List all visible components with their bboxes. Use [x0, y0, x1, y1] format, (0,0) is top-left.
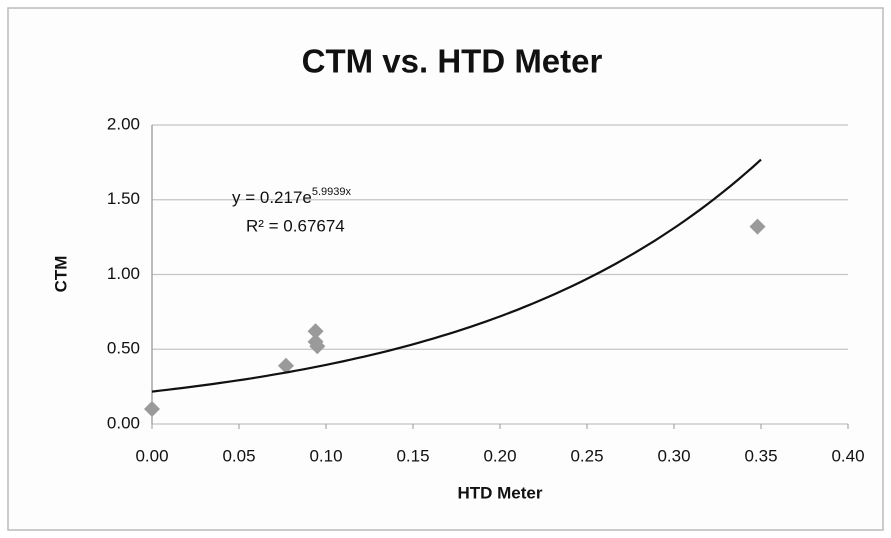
- data-point: [749, 218, 766, 235]
- trendline-equation: y = 0.217e5.9939x: [232, 186, 352, 208]
- equation-base: y = 0.217e: [232, 188, 312, 207]
- y-tick-label: 1.00: [107, 264, 140, 283]
- x-tick-label: 0.00: [135, 446, 168, 465]
- x-tick-label: 0.25: [570, 446, 603, 465]
- x-axis-label: HTD Meter: [457, 483, 542, 502]
- x-tick-label: 0.40: [831, 446, 864, 465]
- y-tick-label: 2.00: [107, 114, 140, 133]
- x-tick-label: 0.35: [744, 446, 777, 465]
- chart-border: [7, 7, 884, 531]
- x-tick-label: 0.30: [657, 446, 690, 465]
- x-tick-label: 0.15: [396, 446, 429, 465]
- trendline-r2: R² = 0.67674: [246, 216, 345, 235]
- x-tick-label: 0.10: [309, 446, 342, 465]
- x-tick-label: 0.05: [222, 446, 255, 465]
- data-point: [307, 323, 324, 340]
- data-point: [309, 338, 326, 355]
- y-tick-label: 0.00: [107, 413, 140, 432]
- chart-title: CTM vs. HTD Meter: [302, 43, 603, 80]
- y-tick-label: 1.50: [107, 189, 140, 208]
- y-axis-label: CTM: [51, 256, 70, 293]
- trendline: [151, 158, 762, 393]
- y-tick-label: 0.50: [107, 339, 140, 358]
- x-tick-label: 0.20: [483, 446, 516, 465]
- data-point: [144, 401, 160, 418]
- data-point: [277, 357, 294, 374]
- equation-exponent: 5.9939x: [312, 186, 352, 198]
